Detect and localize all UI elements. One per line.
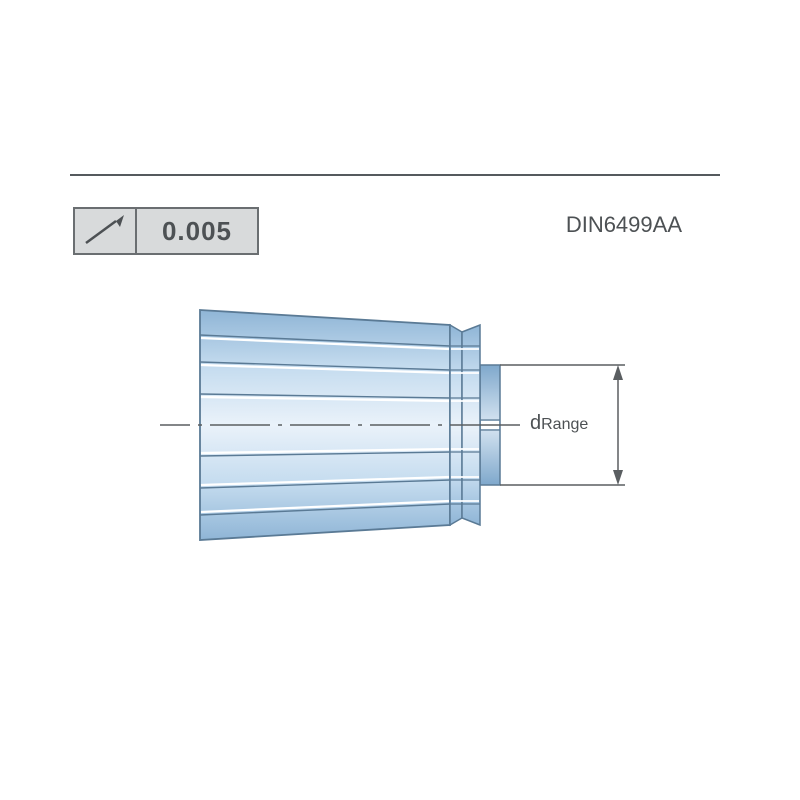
dimension-subscript: Range — [541, 416, 588, 433]
tolerance-value: 0.005 — [137, 209, 257, 253]
tolerance-callout: 0.005 — [73, 207, 259, 255]
standard-label: DIN6499AA — [566, 212, 682, 238]
divider — [70, 174, 720, 176]
collet-diagram — [150, 290, 710, 590]
runout-arrow-icon — [75, 209, 137, 253]
dimension-label: dRange — [530, 412, 588, 435]
dimension-symbol: d — [530, 412, 541, 434]
